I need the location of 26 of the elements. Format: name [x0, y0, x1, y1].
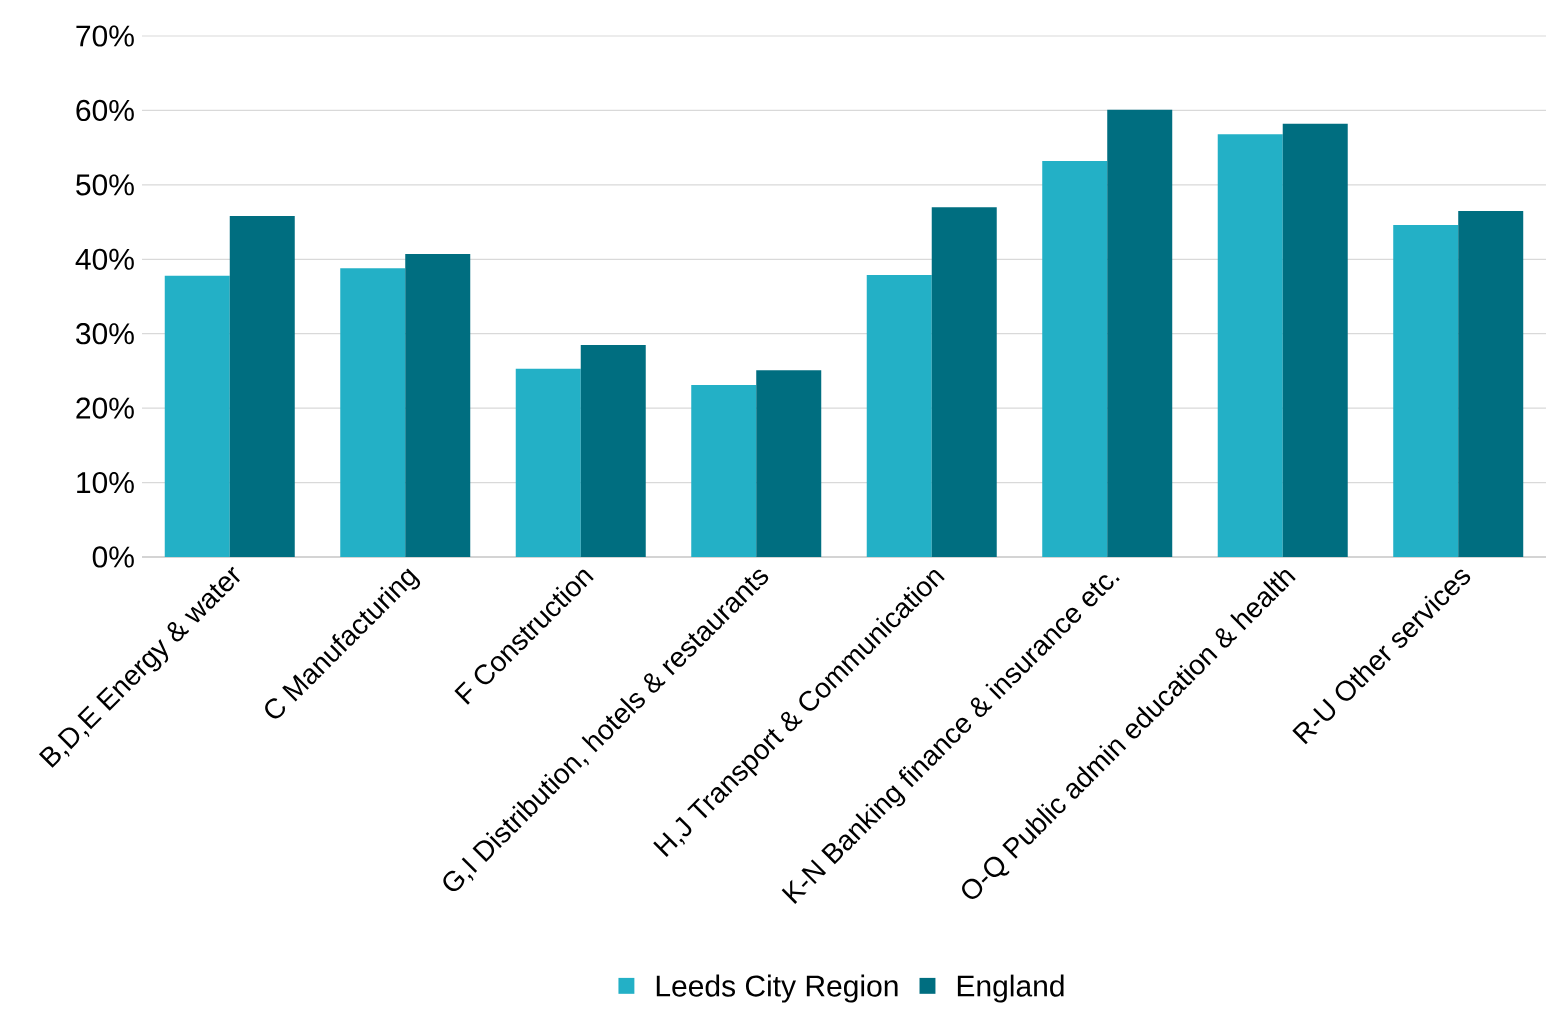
y-tick-label: 70%: [76, 25, 134, 47]
bar: [164, 275, 230, 557]
bar: [1042, 161, 1108, 557]
y-tick-label: 20%: [76, 397, 134, 419]
bar: [515, 368, 581, 557]
bar: [866, 274, 932, 557]
bar: [229, 216, 295, 557]
bar: [340, 268, 406, 557]
y-tick-label: 40%: [75, 248, 134, 270]
bar: [931, 207, 997, 557]
y-tick-label: 0%: [92, 546, 134, 568]
bar: [1107, 109, 1173, 557]
bar: [580, 344, 646, 557]
legend-label: England: [957, 974, 1064, 1003]
bar: [1393, 225, 1459, 557]
bar: [756, 370, 822, 557]
y-tick-label: 50%: [76, 174, 134, 196]
legend-label: Leeds City Region: [656, 974, 898, 1003]
bar: [1217, 134, 1283, 557]
y-tick-label: 60%: [76, 99, 134, 122]
y-tick-label: 10%: [77, 471, 134, 494]
bar: [1458, 210, 1524, 557]
y-tick-label: 30%: [76, 323, 134, 345]
bar: [691, 385, 757, 557]
bar: [1282, 123, 1348, 557]
bar: [405, 254, 471, 557]
